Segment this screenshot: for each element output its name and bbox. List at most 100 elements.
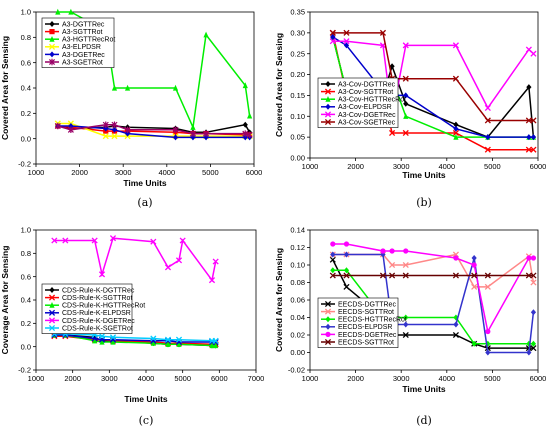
data-point — [530, 345, 537, 352]
series-line — [54, 334, 216, 347]
series-group — [51, 235, 219, 284]
legend-label: A3-Cov-HGTTRecRot — [338, 97, 406, 104]
legend-label: EECDS-SGTTRot — [338, 339, 394, 346]
data-point — [330, 267, 336, 274]
data-point — [526, 255, 532, 261]
legend-swatch-marker — [49, 29, 55, 35]
legend-label: A3-Cov-DGTTRec — [338, 81, 396, 88]
y-tick-label: 0.2 — [21, 319, 31, 328]
data-point — [389, 248, 395, 254]
data-point — [242, 130, 249, 137]
data-point — [68, 8, 74, 15]
x-tick-label: 5000 — [484, 374, 501, 383]
legend-swatch-marker — [324, 308, 332, 315]
y-tick-label: 0.02 — [290, 331, 305, 340]
y-tick-label: 0.0 — [21, 342, 31, 351]
y-tick-label: 0.4 — [21, 296, 31, 305]
legend-label: CDS-Rule-K-SGETRot — [62, 325, 133, 332]
data-point — [389, 261, 396, 269]
legend-label: A3-DGTTRec — [62, 21, 105, 28]
x-tick-label: 6000 — [211, 374, 228, 383]
legend-swatch-marker — [325, 316, 331, 323]
data-point — [175, 257, 183, 264]
data-point — [343, 267, 350, 274]
data-point — [343, 251, 350, 258]
data-point — [212, 337, 219, 344]
data-point — [208, 277, 216, 284]
y-tick-label: 0.10 — [290, 261, 305, 270]
legend-label: A3-ELPDSR — [62, 44, 101, 51]
y-tick-label: 0.06 — [290, 296, 305, 305]
data-point — [452, 272, 459, 279]
legend-label: CDS-Rule-K-DGTTRec — [62, 287, 135, 294]
legend-box — [317, 297, 399, 348]
data-point — [525, 46, 532, 53]
data-point — [453, 255, 459, 261]
data-point — [124, 126, 131, 133]
data-point — [452, 129, 459, 137]
y-tick-label: 0.30 — [290, 28, 305, 37]
series-line — [332, 253, 535, 288]
data-point — [484, 272, 491, 279]
x-tick-label: 1000 — [302, 162, 319, 171]
data-point — [68, 123, 74, 129]
y-tick-label: -0.2 — [18, 366, 31, 375]
chart-panel: 1000 2000 3000 4000 5000 6000 -0.02 0.00 0.02 0.0… — [274, 226, 546, 427]
data-point — [150, 339, 156, 346]
data-point — [111, 133, 118, 140]
data-point — [246, 131, 253, 139]
legend-label: A3-SGTTRot — [62, 29, 103, 36]
legend-swatch-marker — [324, 118, 332, 126]
data-point — [92, 337, 98, 344]
data-point — [98, 333, 106, 340]
data-point — [209, 342, 215, 349]
legend-swatch-marker — [324, 111, 332, 118]
y-axis-label: Covered Area for Sensing — [274, 248, 284, 352]
y-tick-label: 0.05 — [290, 133, 305, 142]
data-point — [380, 248, 386, 254]
y-axis-label: Coverage Area for Sensing — [0, 246, 10, 355]
series-group — [329, 272, 537, 279]
data-point — [452, 75, 459, 82]
data-point — [189, 130, 196, 137]
legend-swatch-marker — [49, 21, 55, 27]
subfigure-label: (b) — [416, 196, 432, 209]
legend-label: EECDS-SGTTRot — [338, 309, 394, 316]
data-point — [330, 241, 336, 247]
series-group — [54, 121, 253, 139]
data-point — [150, 238, 157, 245]
y-tick-label: 0.2 — [21, 109, 31, 118]
x-tick-label: 1000 — [28, 374, 45, 383]
data-point — [452, 331, 459, 339]
data-point — [403, 314, 409, 321]
x-tick-label: 4000 — [438, 162, 455, 171]
x-tick-label: 4000 — [138, 374, 155, 383]
data-point — [242, 82, 248, 89]
legend-swatch-marker — [325, 103, 331, 110]
y-tick-label: 0.04 — [290, 313, 305, 322]
y-tick-label: 0.25 — [290, 49, 305, 58]
legend-swatch-marker — [325, 323, 331, 330]
data-point — [453, 133, 459, 140]
data-point — [343, 283, 350, 290]
y-tick-label: 0.4 — [21, 84, 31, 93]
data-point — [471, 262, 477, 268]
legend-label: EECDS-ELPDSR — [338, 324, 392, 331]
subfigure-label: (a) — [137, 196, 152, 209]
y-tick-label: 0.00 — [290, 348, 305, 357]
data-point — [164, 264, 172, 271]
data-point — [111, 84, 118, 91]
x-tick-label: 3000 — [101, 374, 118, 383]
y-tick-label: -0.02 — [288, 366, 305, 375]
data-point — [124, 84, 131, 91]
y-tick-label: 0.6 — [21, 58, 31, 67]
x-tick-label: 6000 — [530, 374, 547, 383]
data-point — [389, 129, 396, 137]
data-point — [103, 125, 109, 132]
data-point — [380, 251, 386, 258]
legend-label: A3-Cov-SGTTRot — [338, 89, 393, 96]
data-point — [213, 342, 219, 349]
data-point — [190, 134, 196, 141]
data-point — [484, 146, 491, 153]
